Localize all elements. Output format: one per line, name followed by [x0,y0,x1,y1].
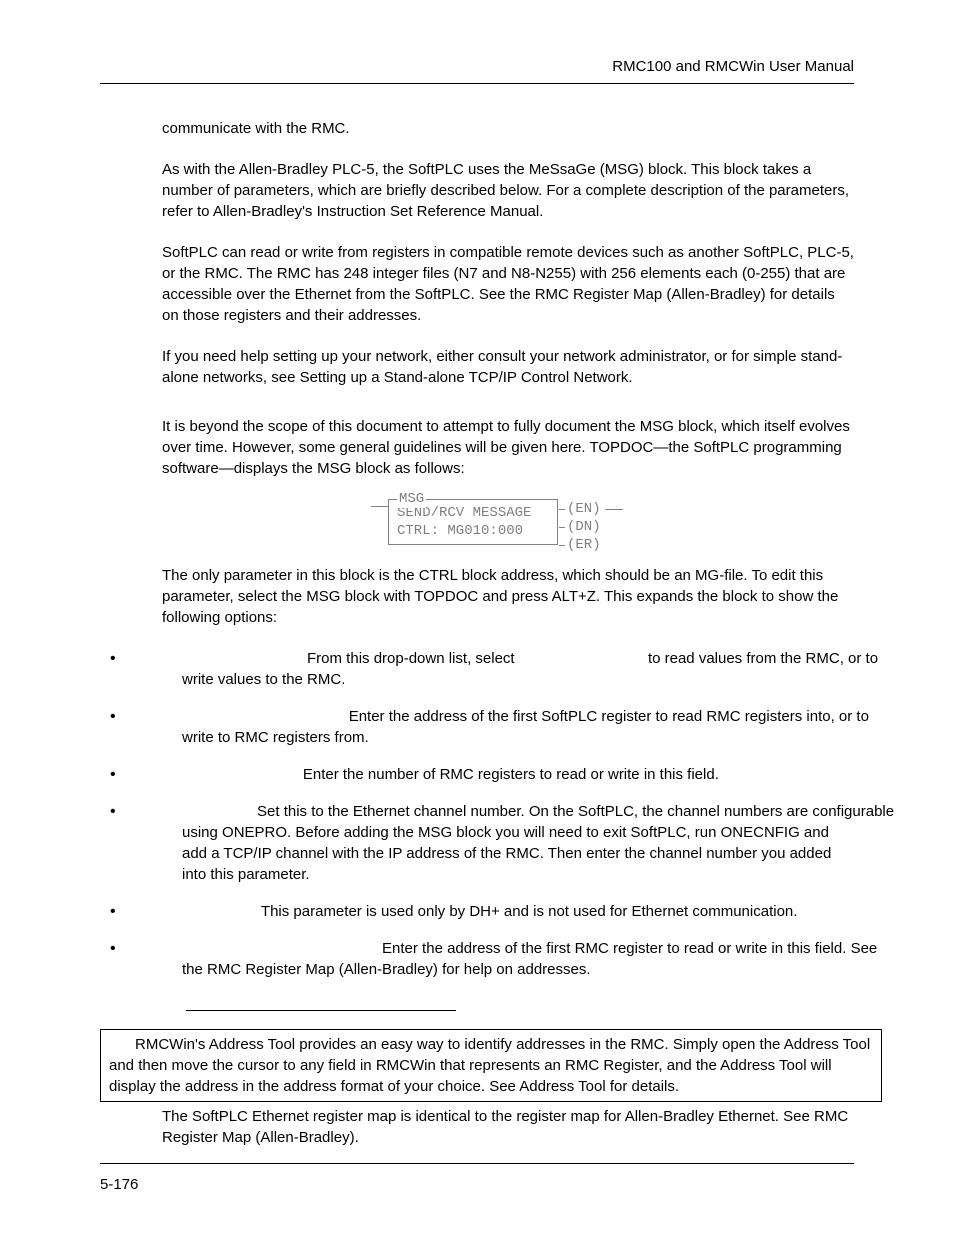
paragraph: The only parameter in this block is the … [162,565,854,628]
paragraph: It is beyond the scope of this document … [162,416,854,479]
msg-left-connector [371,506,389,507]
bullet-content: Enter the address of the first RMC regis… [132,938,854,980]
paragraph: SoftPLC can read or write from registers… [162,242,854,326]
page-footer: 5-176 [100,1163,854,1195]
tip-box: RMCWin's Address Tool provides an easy w… [100,1029,882,1102]
msg-tick [559,545,565,546]
msg-tick [559,527,565,528]
bullet-prefix: Enter the address of the first RMC regis… [182,940,851,957]
section-divider [186,1010,456,1011]
paragraph: As with the Allen-Bradley PLC-5, the Sof… [162,159,854,222]
bullet-prefix: Enter the address of the first SoftPLC r… [182,708,856,725]
msg-box: MSG SEND/RCV MESSAGE CTRL: MG010:000 (EN… [388,499,558,545]
page-number: 5-176 [100,1176,138,1193]
msg-right-connector [605,509,623,510]
bullet-list: From this drop-down list, select to read… [162,648,854,980]
header-title: RMC100 and RMCWin User Manual [612,58,854,75]
page-content: communicate with the RMC. As with the Al… [100,118,854,1148]
page-header: RMC100 and RMCWin User Manual [100,56,854,84]
bullet-content: Set this to the Ethernet channel number.… [132,801,854,885]
bullet-content: Enter the number of RMC registers to rea… [132,764,854,785]
bullet-prefix: Enter the number of RMC registers to rea… [182,766,719,783]
paragraph: If you need help setting up your network… [162,346,854,388]
msg-line: CTRL: MG010:000 [397,522,549,540]
list-item: Set this to the Ethernet channel number.… [110,801,854,885]
msg-tick [559,509,565,510]
paragraph: The SoftPLC Ethernet register map is ide… [162,1106,854,1148]
tip-text: RMCWin's Address Tool provides an easy w… [109,1034,873,1097]
bullet-prefix: This parameter is used only by DH+ and i… [182,903,797,920]
paragraph: communicate with the RMC. [162,118,854,139]
bullet-prefix: From this drop-down list, select to read… [182,650,866,667]
msg-output-label: (DN) [567,518,601,536]
bullet-prefix: Set this to the Ethernet channel number.… [182,803,812,820]
msg-output-label: (EN) [567,500,601,518]
bullet-content: Enter the address of the first SoftPLC r… [132,706,854,748]
document-page: RMC100 and RMCWin User Manual communicat… [0,0,954,1235]
list-item: Enter the address of the first SoftPLC r… [110,706,854,748]
msg-block-diagram: MSG SEND/RCV MESSAGE CTRL: MG010:000 (EN… [388,499,628,545]
bullet-content: This parameter is used only by DH+ and i… [132,901,854,922]
bullet-content: From this drop-down list, select to read… [132,648,854,690]
list-item: From this drop-down list, select to read… [110,648,854,690]
list-item: Enter the number of RMC registers to rea… [110,764,854,785]
msg-output-label: (ER) [567,536,601,554]
list-item: This parameter is used only by DH+ and i… [110,901,854,922]
list-item: Enter the address of the first RMC regis… [110,938,854,980]
msg-label: MSG [397,490,426,508]
